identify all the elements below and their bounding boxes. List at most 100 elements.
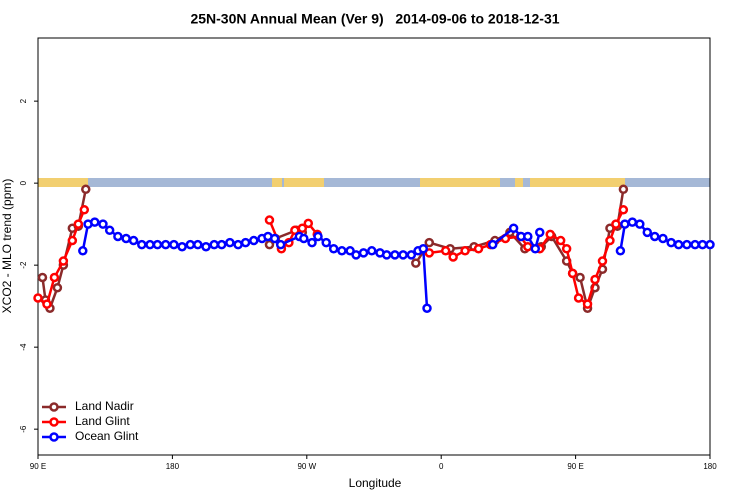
legend-label: Ocean Glint <box>75 429 139 443</box>
point <box>42 299 52 309</box>
point <box>299 233 309 244</box>
point <box>535 227 545 238</box>
point <box>67 235 78 246</box>
point <box>615 246 626 256</box>
x-tick-label: 90 W <box>297 462 316 471</box>
point <box>275 239 286 250</box>
legend-marker <box>49 402 59 412</box>
point <box>649 231 660 242</box>
point <box>128 235 139 246</box>
point <box>358 248 369 258</box>
land-strip <box>38 178 710 187</box>
land-segment <box>38 178 88 187</box>
point <box>89 217 100 227</box>
legend-marker <box>49 432 59 442</box>
y-tick-label: 0 <box>19 180 28 185</box>
x-tick-label: 90 E <box>30 462 46 471</box>
point <box>561 244 572 254</box>
point <box>575 272 585 283</box>
point <box>297 223 308 234</box>
point <box>351 250 361 260</box>
point <box>160 239 171 250</box>
point <box>642 227 653 238</box>
point <box>422 303 432 313</box>
point <box>582 299 593 309</box>
point <box>98 219 108 229</box>
point <box>337 246 347 256</box>
point <box>152 239 163 250</box>
point <box>264 239 275 250</box>
point <box>590 274 600 285</box>
y-tick-label: -2 <box>19 261 28 269</box>
point <box>381 250 392 260</box>
point <box>58 256 69 266</box>
point <box>555 235 566 246</box>
point <box>705 239 715 250</box>
point <box>307 237 317 248</box>
point <box>264 215 275 225</box>
point <box>73 219 84 229</box>
point <box>666 237 676 248</box>
point <box>424 248 435 258</box>
point <box>635 219 645 229</box>
point <box>487 239 498 250</box>
point <box>523 241 533 252</box>
series-line <box>81 220 710 309</box>
point <box>473 244 484 254</box>
point <box>328 244 339 254</box>
point <box>79 205 90 215</box>
point <box>545 229 555 240</box>
point <box>673 239 684 250</box>
point <box>216 239 227 250</box>
x-tick-label: 180 <box>703 462 717 471</box>
point <box>618 205 629 215</box>
point <box>113 231 123 242</box>
point <box>37 272 48 283</box>
point <box>627 217 638 227</box>
series <box>78 217 715 313</box>
point <box>406 250 417 260</box>
point <box>523 231 533 242</box>
y-tick-label: -4 <box>19 343 28 351</box>
point <box>225 237 235 248</box>
x-tick-label: 90 E <box>567 462 583 471</box>
point <box>52 282 63 293</box>
point <box>209 239 219 250</box>
point <box>448 252 458 262</box>
point <box>411 258 421 268</box>
y-tick-label: -6 <box>19 425 28 433</box>
legend-label: Land Nadir <box>75 399 134 413</box>
point <box>49 272 60 283</box>
point <box>201 241 211 252</box>
point <box>177 241 187 252</box>
point <box>697 239 708 250</box>
point <box>460 246 470 256</box>
point <box>658 233 668 244</box>
point <box>605 235 615 246</box>
point <box>313 231 323 242</box>
point <box>424 237 435 248</box>
point <box>104 225 115 236</box>
point <box>398 250 408 260</box>
point <box>690 239 700 250</box>
point <box>390 250 400 260</box>
land-segment <box>284 178 324 187</box>
point <box>530 244 541 254</box>
point <box>249 235 259 246</box>
land-segment <box>420 178 500 187</box>
point <box>611 219 621 229</box>
point <box>169 239 179 250</box>
point <box>567 268 578 279</box>
x-axis-title: Longitude <box>349 476 402 490</box>
point <box>303 218 314 229</box>
point <box>440 246 451 256</box>
series <box>33 205 629 309</box>
point <box>269 233 280 244</box>
ocean-strip <box>38 178 710 187</box>
point <box>418 244 429 254</box>
chart-title: 25N-30N Annual Mean (Ver 9) 2014-09-06 t… <box>190 11 559 27</box>
legend-label: Land Glint <box>75 414 130 428</box>
point <box>240 237 251 248</box>
